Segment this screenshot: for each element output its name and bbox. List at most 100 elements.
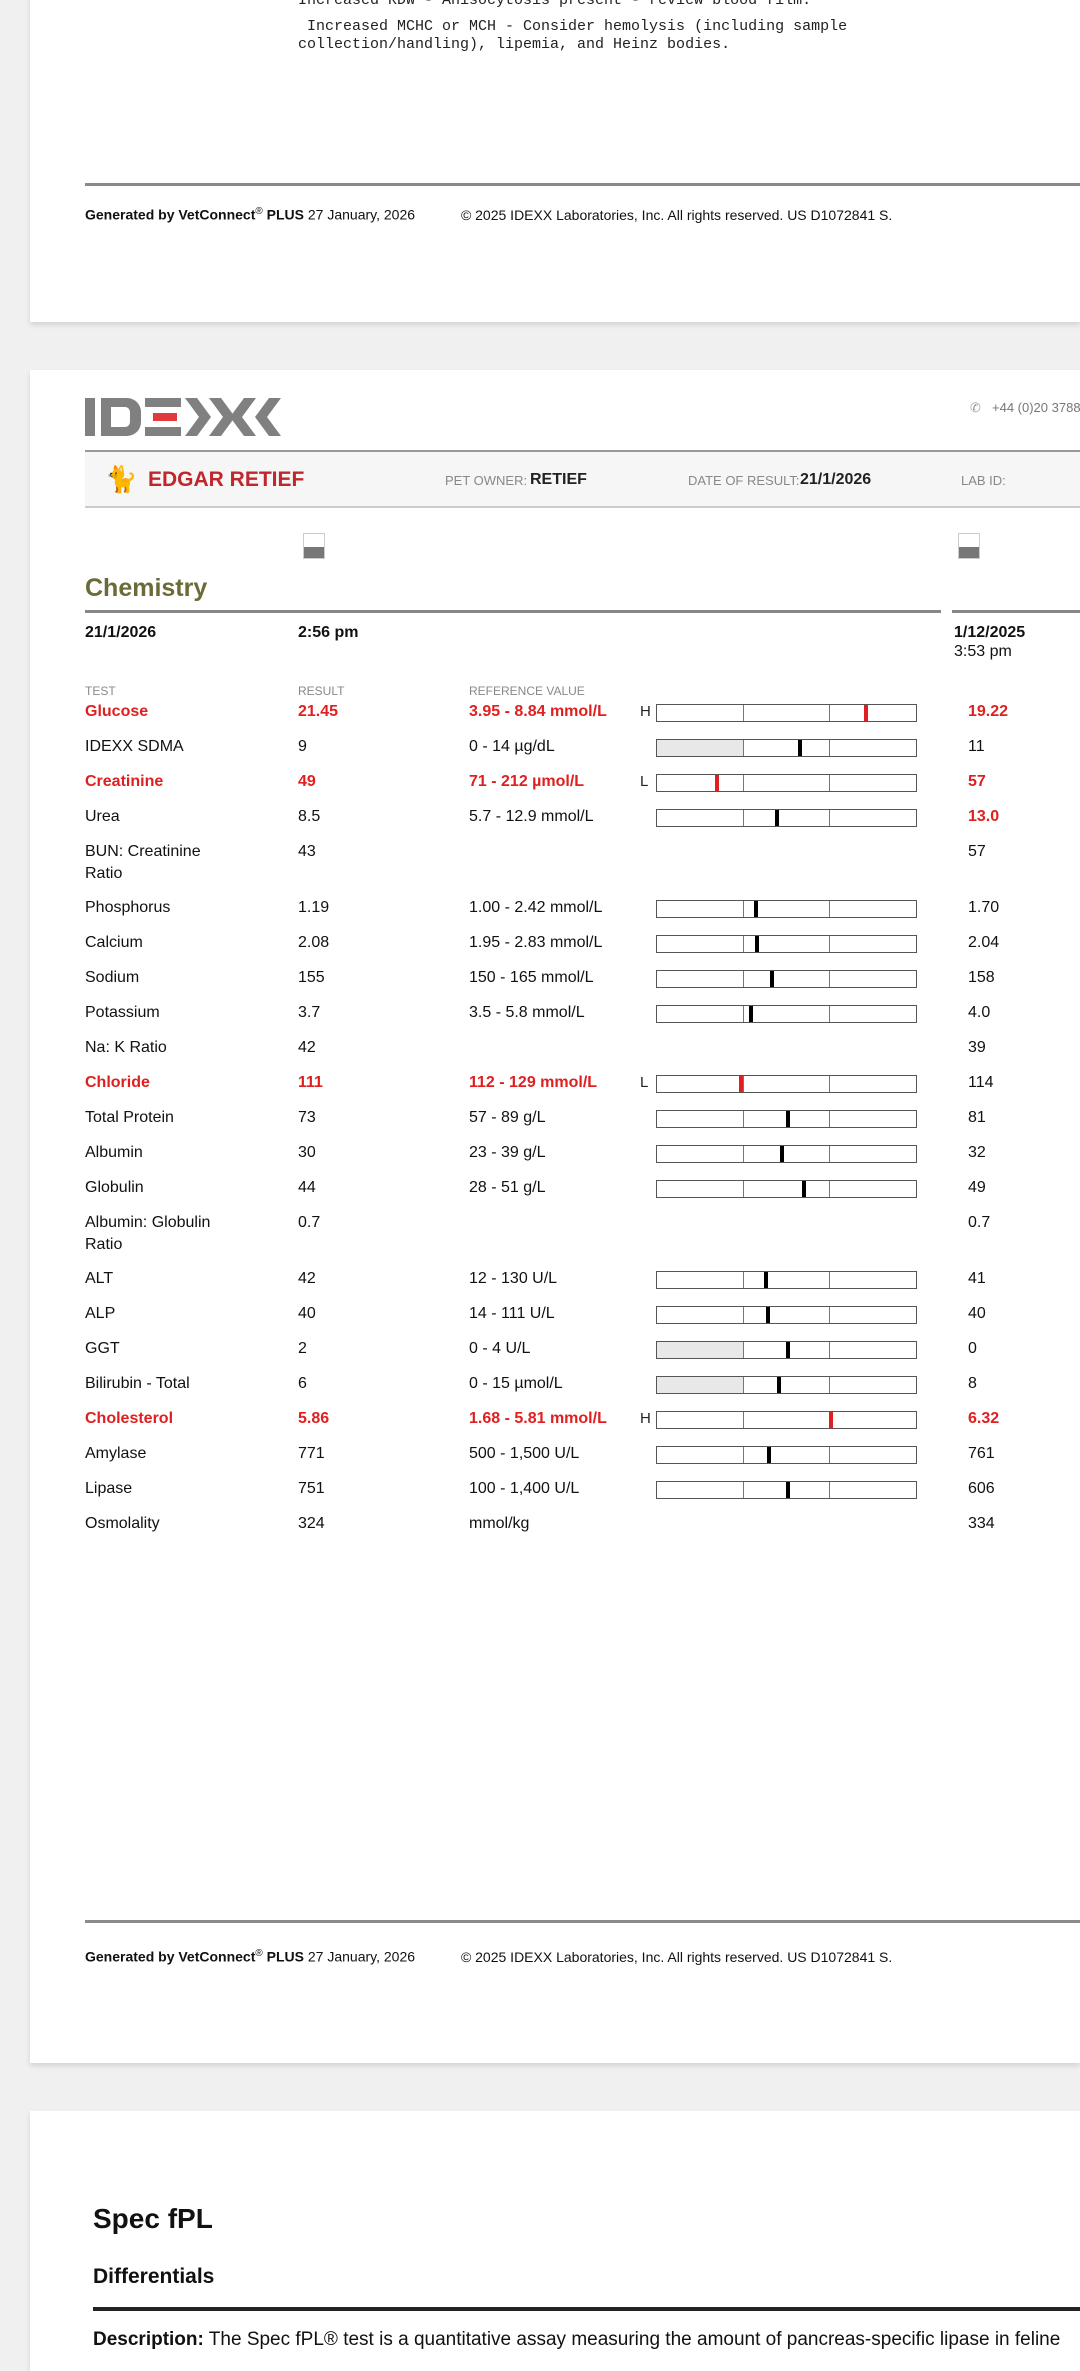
range-divider <box>743 1006 744 1022</box>
test-name[interactable]: Glucose <box>85 703 149 720</box>
footer-divider <box>85 1920 1080 1923</box>
flag-indicator: H <box>640 703 651 720</box>
range-divider <box>743 1377 744 1393</box>
range-divider <box>743 971 744 987</box>
reference-range: 150 - 165 mmol/L <box>469 969 594 986</box>
previous-value: 81 <box>968 1109 986 1126</box>
phone-number[interactable]: +44 (0)20 3788 <box>992 400 1080 415</box>
footer-generated: Generated by VetConnect <box>85 206 256 223</box>
result-value: 155 <box>298 969 325 986</box>
date-of-result: 21/1/2026 <box>800 471 872 488</box>
result-marker <box>828 1412 833 1428</box>
test-name[interactable]: Total Protein <box>85 1109 174 1126</box>
range-bar <box>656 1110 917 1128</box>
result-value: 111 <box>298 1074 323 1091</box>
previous-value: 13.0 <box>968 808 1000 825</box>
test-name[interactable]: Albumin: Globulin Ratio <box>85 1214 211 1253</box>
result-value: 771 <box>298 1445 325 1462</box>
result-value: 324 <box>298 1515 325 1532</box>
range-bar <box>656 1341 917 1359</box>
previous-value: 49 <box>968 1179 986 1196</box>
analyzer-icon-previous <box>958 533 980 559</box>
test-name[interactable]: BUN: Creatinine Ratio <box>85 843 201 882</box>
previous-date[interactable]: 1/12/2025 <box>954 624 1026 641</box>
differentials-divider <box>93 2307 1080 2311</box>
range-divider <box>743 775 744 791</box>
range-bar <box>656 1271 917 1289</box>
footer-date: 27 January, 2026 <box>307 206 416 223</box>
test-name[interactable]: Phosphorus <box>85 899 171 916</box>
range-shade <box>657 1342 744 1358</box>
reference-range: 12 - 130 U/L <box>469 1270 558 1287</box>
range-divider <box>743 1307 744 1323</box>
result-value: 2.08 <box>298 934 330 951</box>
range-divider <box>829 1076 830 1092</box>
flag-indicator: H <box>640 1410 651 1427</box>
previous-value: 2.04 <box>968 934 1000 951</box>
test-name[interactable]: Osmolality <box>85 1515 160 1532</box>
test-name[interactable]: Globulin <box>85 1179 144 1196</box>
range-divider <box>743 1447 744 1463</box>
reference-range: 100 - 1,400 U/L <box>469 1480 580 1497</box>
footer-generated: Generated by VetConnect <box>85 1948 256 1965</box>
range-divider <box>743 901 744 917</box>
result-marker <box>765 1307 770 1323</box>
col-test: TEST <box>85 684 116 698</box>
test-name[interactable]: Sodium <box>85 969 140 986</box>
test-name[interactable]: IDEXX SDMA <box>85 738 184 755</box>
range-divider <box>829 936 830 952</box>
reference-range: 3.95 - 8.84 mmol/L <box>469 703 607 720</box>
section-divider-previous <box>952 610 1080 613</box>
result-marker <box>802 1181 807 1197</box>
range-divider <box>743 1181 744 1197</box>
result-marker <box>749 1006 754 1022</box>
result-marker <box>767 1447 771 1463</box>
test-name[interactable]: Amylase <box>85 1445 147 1462</box>
result-marker <box>715 775 720 791</box>
range-divider <box>829 971 830 987</box>
result-value: 751 <box>298 1480 325 1497</box>
range-divider <box>743 1412 744 1428</box>
range-bar <box>656 1180 917 1198</box>
test-name[interactable]: ALT <box>85 1270 114 1287</box>
range-divider <box>829 1111 830 1127</box>
phone-icon: ✆ <box>970 400 981 415</box>
range-divider <box>829 1181 830 1197</box>
result-value: 21.45 <box>298 703 339 720</box>
previous-value: 6.32 <box>968 1410 1000 1427</box>
result-marker <box>755 936 760 952</box>
range-divider <box>829 1342 830 1358</box>
result-value: 3.7 <box>298 1004 321 1021</box>
differentials-heading: Differentials <box>93 2265 215 2288</box>
test-name[interactable]: Lipase <box>85 1480 133 1497</box>
report-page-1: Increased RDW - Anisocytosis present - r… <box>30 0 1080 322</box>
test-name[interactable]: Na: K Ratio <box>85 1039 167 1056</box>
test-name[interactable]: Bilirubin - Total <box>85 1375 190 1392</box>
footer-plus: PLUS <box>266 206 304 223</box>
flag-indicator: L <box>640 773 649 790</box>
test-name[interactable]: GGT <box>85 1340 120 1357</box>
test-name[interactable]: Albumin <box>85 1144 143 1161</box>
test-name[interactable]: Chloride <box>85 1074 150 1091</box>
range-divider <box>829 1377 830 1393</box>
test-name[interactable]: Creatinine <box>85 773 164 790</box>
result-time: 2:56 pm <box>298 624 359 641</box>
lab-id-label: LAB ID: <box>961 473 1006 488</box>
result-value: 6 <box>298 1375 307 1392</box>
patient-name: EDGAR RETIEF <box>148 468 305 491</box>
test-name[interactable]: Calcium <box>85 934 143 951</box>
test-name[interactable]: Cholesterol <box>85 1410 174 1427</box>
range-divider <box>743 740 744 756</box>
result-value: 44 <box>298 1179 316 1196</box>
range-divider <box>743 1076 744 1092</box>
reference-range: 3.5 - 5.8 mmol/L <box>469 1004 585 1021</box>
result-value: 43 <box>298 843 316 860</box>
range-bar <box>656 1481 917 1499</box>
reference-range: 14 - 111 U/L <box>469 1305 555 1322</box>
test-name[interactable]: Potassium <box>85 1004 160 1021</box>
test-name[interactable]: ALP <box>85 1305 116 1322</box>
test-name[interactable]: Urea <box>85 808 120 825</box>
range-divider <box>743 936 744 952</box>
previous-value: 0.7 <box>968 1214 991 1231</box>
range-divider <box>829 775 830 791</box>
